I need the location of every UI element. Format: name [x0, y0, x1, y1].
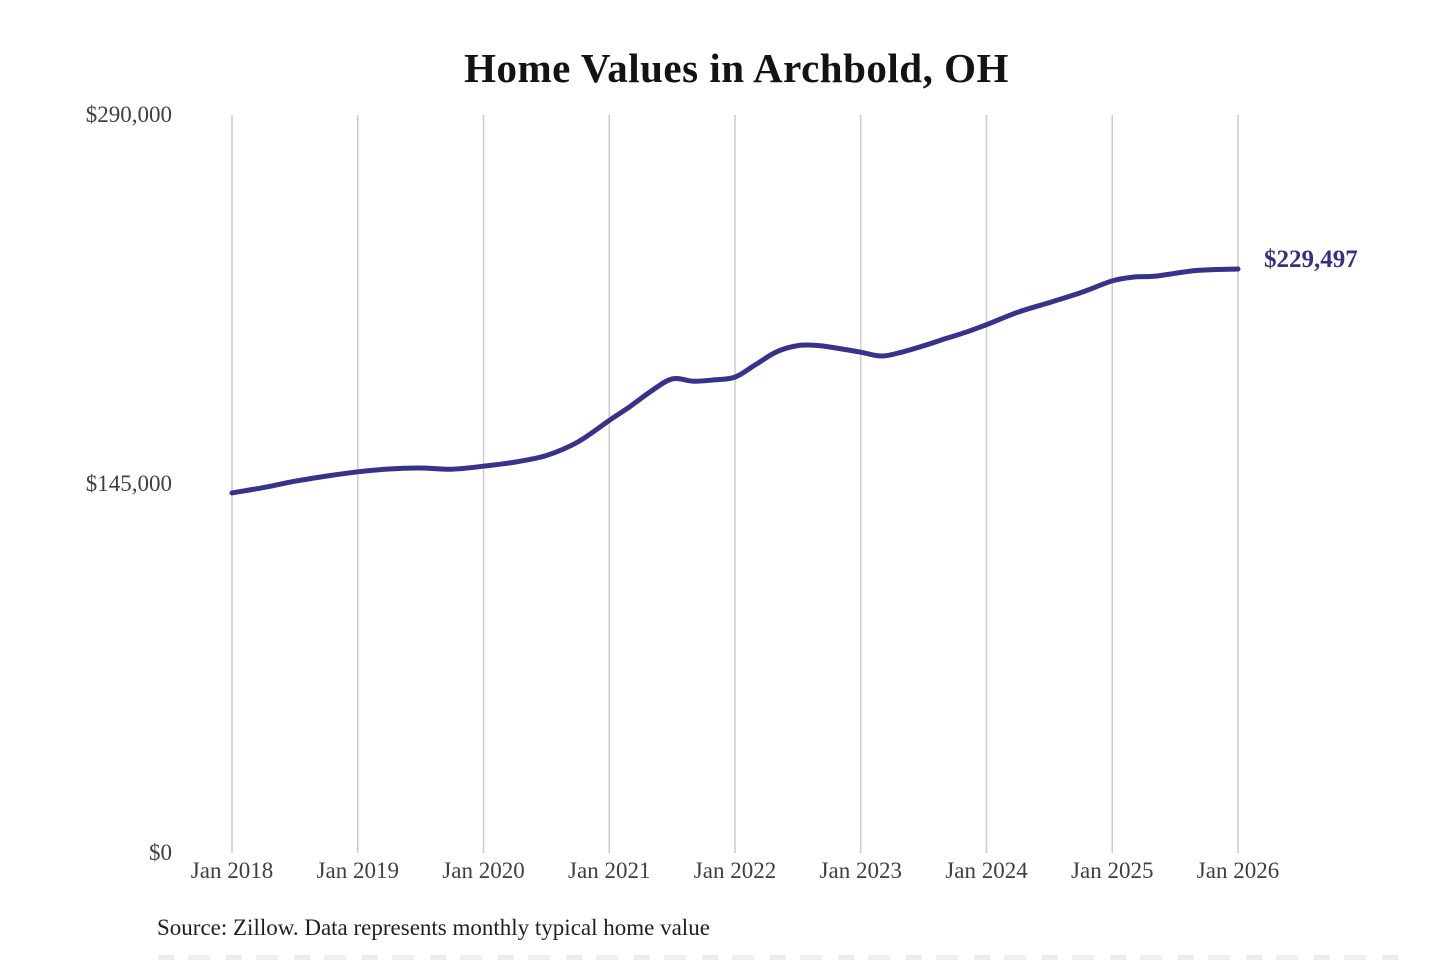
x-tick-jan-2021: Jan 2021	[568, 858, 651, 883]
x-tick-jan-2020: Jan 2020	[442, 858, 525, 883]
y-tick-290000: $290,000	[85, 102, 172, 127]
chart-title: Home Values in Archbold, OH	[464, 45, 1009, 91]
x-tick-jan-2023: Jan 2023	[819, 858, 902, 883]
y-tick-0: $0	[149, 840, 172, 865]
source-note: Source: Zillow. Data represents monthly …	[157, 915, 710, 940]
y-tick-145000: $145,000	[85, 471, 172, 496]
x-tick-jan-2018: Jan 2018	[190, 858, 274, 883]
x-tick-jan-2026: Jan 2026	[1196, 858, 1280, 883]
x-tick-jan-2024: Jan 2024	[945, 858, 1028, 883]
latest-value-label: $229,497	[1264, 245, 1358, 273]
x-tick-jan-2022: Jan 2022	[693, 858, 777, 883]
x-tick-jan-2025: Jan 2025	[1071, 858, 1154, 883]
x-tick-jan-2019: Jan 2019	[316, 858, 399, 883]
home-value-line	[229, 266, 1241, 496]
cropped-text-artifact	[158, 955, 1408, 960]
